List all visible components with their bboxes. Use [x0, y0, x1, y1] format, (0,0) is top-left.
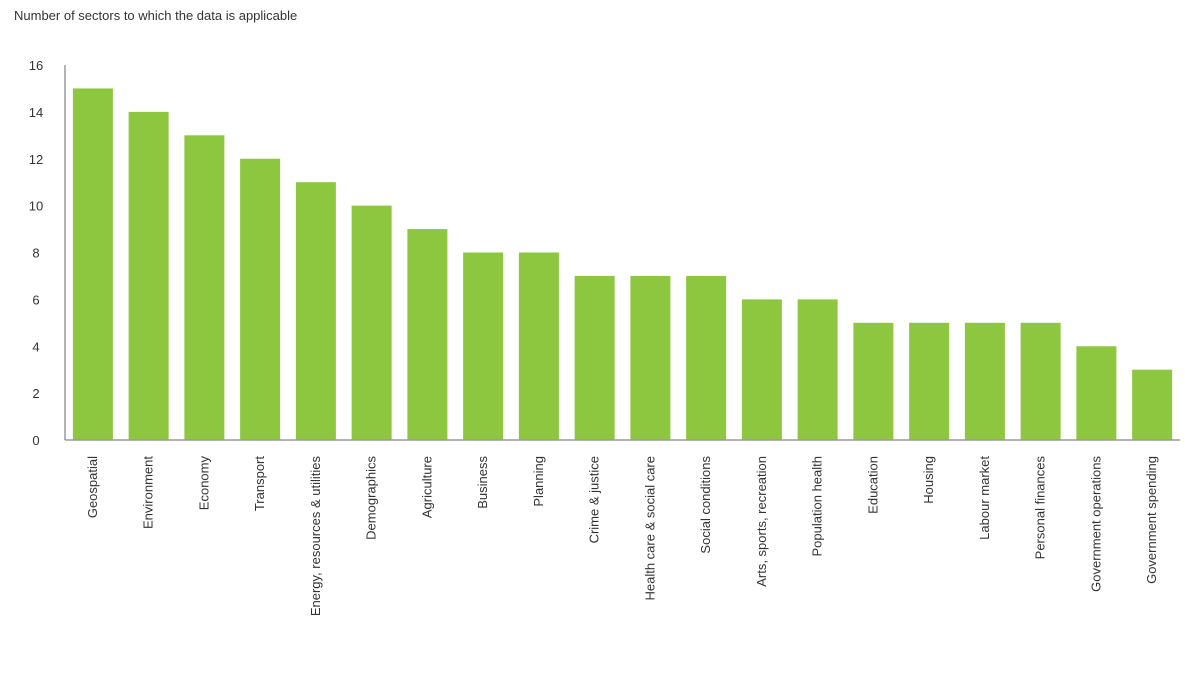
bar	[964, 322, 1005, 440]
x-tick-label: Education	[865, 456, 880, 514]
x-tick-label: Transport	[252, 456, 267, 512]
bar	[72, 88, 113, 440]
y-tick-label: 8	[32, 246, 39, 261]
bar	[407, 229, 448, 440]
x-tick-label: Population health	[810, 456, 825, 556]
bar	[853, 322, 894, 440]
x-tick-label: Health care & social care	[642, 456, 657, 601]
bar	[518, 252, 559, 440]
y-tick-label: 16	[29, 58, 43, 73]
y-tick-label: 10	[29, 199, 43, 214]
y-tick-label: 0	[32, 433, 39, 448]
x-tick-label: Economy	[196, 456, 211, 511]
bar	[686, 275, 727, 440]
x-axis-labels: Geospatial Environment Economy Transport Ene…	[85, 456, 1159, 617]
bar	[463, 252, 504, 440]
bar	[909, 322, 950, 440]
chart-title: Number of sectors to which the data is a…	[14, 8, 298, 23]
bar	[295, 182, 336, 440]
bar	[351, 205, 392, 441]
x-tick-label: Business	[475, 456, 490, 509]
x-tick-label: Agriculture	[419, 456, 434, 518]
bars	[72, 88, 1173, 441]
x-tick-label: Government operations	[1088, 456, 1103, 592]
y-tick-label: 2	[32, 386, 39, 401]
y-tick-label: 4	[32, 339, 39, 354]
bar	[128, 111, 169, 441]
x-tick-label: Energy, resources & utilities	[308, 456, 323, 617]
x-tick-label: Personal finances	[1033, 456, 1048, 560]
y-tick-label: 14	[29, 105, 43, 120]
x-tick-label: Geospatial	[85, 456, 100, 518]
axes	[64, 65, 1180, 441]
bar	[184, 135, 225, 440]
x-tick-label: Government spending	[1144, 456, 1159, 584]
x-tick-label: Arts, sports, recreation	[754, 456, 769, 587]
bar	[574, 275, 615, 440]
x-tick-label: Social conditions	[698, 456, 713, 554]
x-tick-label: Crime & justice	[587, 456, 602, 543]
y-tick-label: 6	[32, 292, 39, 307]
bar	[1132, 369, 1173, 440]
y-axis-ticks: 0 2 4 6 8 10 12 14 16	[29, 58, 43, 448]
x-tick-label: Housing	[921, 456, 936, 504]
x-tick-label: Environment	[141, 456, 156, 529]
bar	[630, 275, 671, 440]
bar	[240, 158, 281, 440]
x-tick-label: Labour market	[977, 456, 992, 540]
bar	[1076, 346, 1117, 440]
bar	[1020, 322, 1061, 440]
bar	[741, 299, 782, 441]
x-tick-label: Planning	[531, 456, 546, 507]
y-tick-label: 12	[29, 152, 43, 167]
x-tick-label: Demographics	[364, 456, 379, 540]
bar	[797, 299, 838, 441]
